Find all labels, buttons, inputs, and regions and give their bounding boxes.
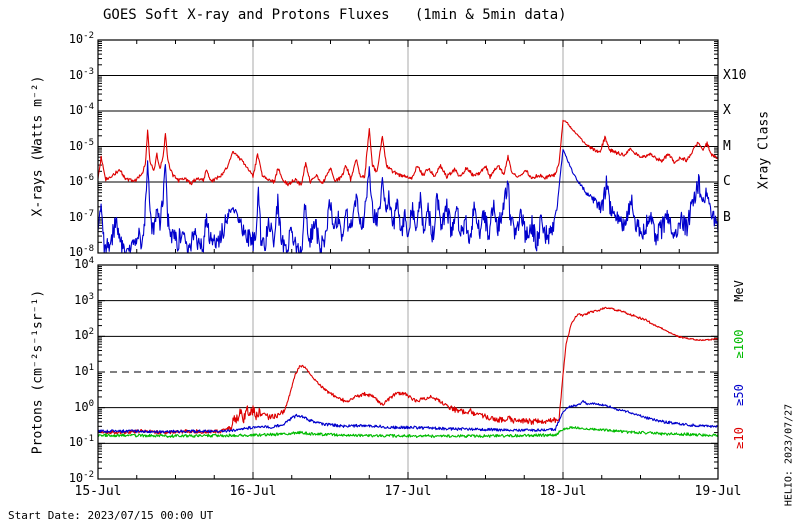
y-tick-label: 10-1 bbox=[68, 434, 94, 450]
xray-y-axis-label: X-rays (Watts m⁻²) bbox=[30, 75, 46, 217]
y-tick-label: 10-7 bbox=[68, 208, 94, 224]
x-tick-label: 17-Jul bbox=[384, 484, 432, 499]
xray-class-axis-label: Xray Class bbox=[756, 110, 772, 190]
x-tick-label: 18-Jul bbox=[539, 484, 587, 499]
x-tick-label: 16-Jul bbox=[229, 484, 277, 499]
y-tick-label: 102 bbox=[74, 327, 94, 343]
proton-energy-label: ≥100 bbox=[732, 329, 746, 359]
mev-axis-label: MeV bbox=[732, 280, 746, 302]
y-tick-label: 10-5 bbox=[68, 137, 94, 153]
y-tick-label: 103 bbox=[74, 291, 94, 307]
y-tick-label: 10-3 bbox=[68, 66, 94, 82]
xray-class-letter: X10 bbox=[723, 67, 747, 83]
y-tick-label: 10-2 bbox=[68, 31, 94, 46]
credit-text: HELIO: 2023/07/27 bbox=[783, 403, 795, 507]
y-tick-label: 10-6 bbox=[68, 173, 94, 188]
xray-short-trace bbox=[97, 148, 719, 254]
xray-class-letter: B bbox=[723, 209, 731, 225]
y-tick-label: 101 bbox=[74, 363, 94, 378]
protons-ge100-trace bbox=[97, 426, 719, 439]
xray-class-letter: M bbox=[723, 138, 731, 154]
protons-y-axis-label: Protons (cm⁻²s⁻¹sr⁻¹) bbox=[30, 289, 46, 455]
y-tick-label: 10-2 bbox=[68, 470, 94, 485]
y-tick-label: 10-4 bbox=[68, 102, 94, 117]
x-tick-label: 19-Jul bbox=[694, 484, 742, 499]
xray-class-letter: C bbox=[723, 174, 731, 189]
y-tick-label: 10-8 bbox=[68, 244, 94, 259]
start-date-text: Start Date: 2023/07/15 00:00 UT bbox=[8, 509, 214, 522]
proton-energy-label: ≥50 bbox=[732, 383, 746, 406]
xray-long-trace bbox=[97, 119, 719, 187]
proton-energy-label: ≥10 bbox=[732, 427, 746, 449]
x-tick-label: 15-Jul bbox=[74, 484, 122, 499]
protons-ge10-trace bbox=[97, 306, 719, 435]
chart-title: GOES Soft X-ray and Protons Fluxes (1min… bbox=[103, 7, 567, 23]
xray-class-letter: X bbox=[723, 103, 731, 118]
y-tick-label: 100 bbox=[74, 398, 94, 414]
protons-ge50-trace bbox=[97, 399, 718, 434]
y-tick-label: 104 bbox=[74, 256, 94, 271]
